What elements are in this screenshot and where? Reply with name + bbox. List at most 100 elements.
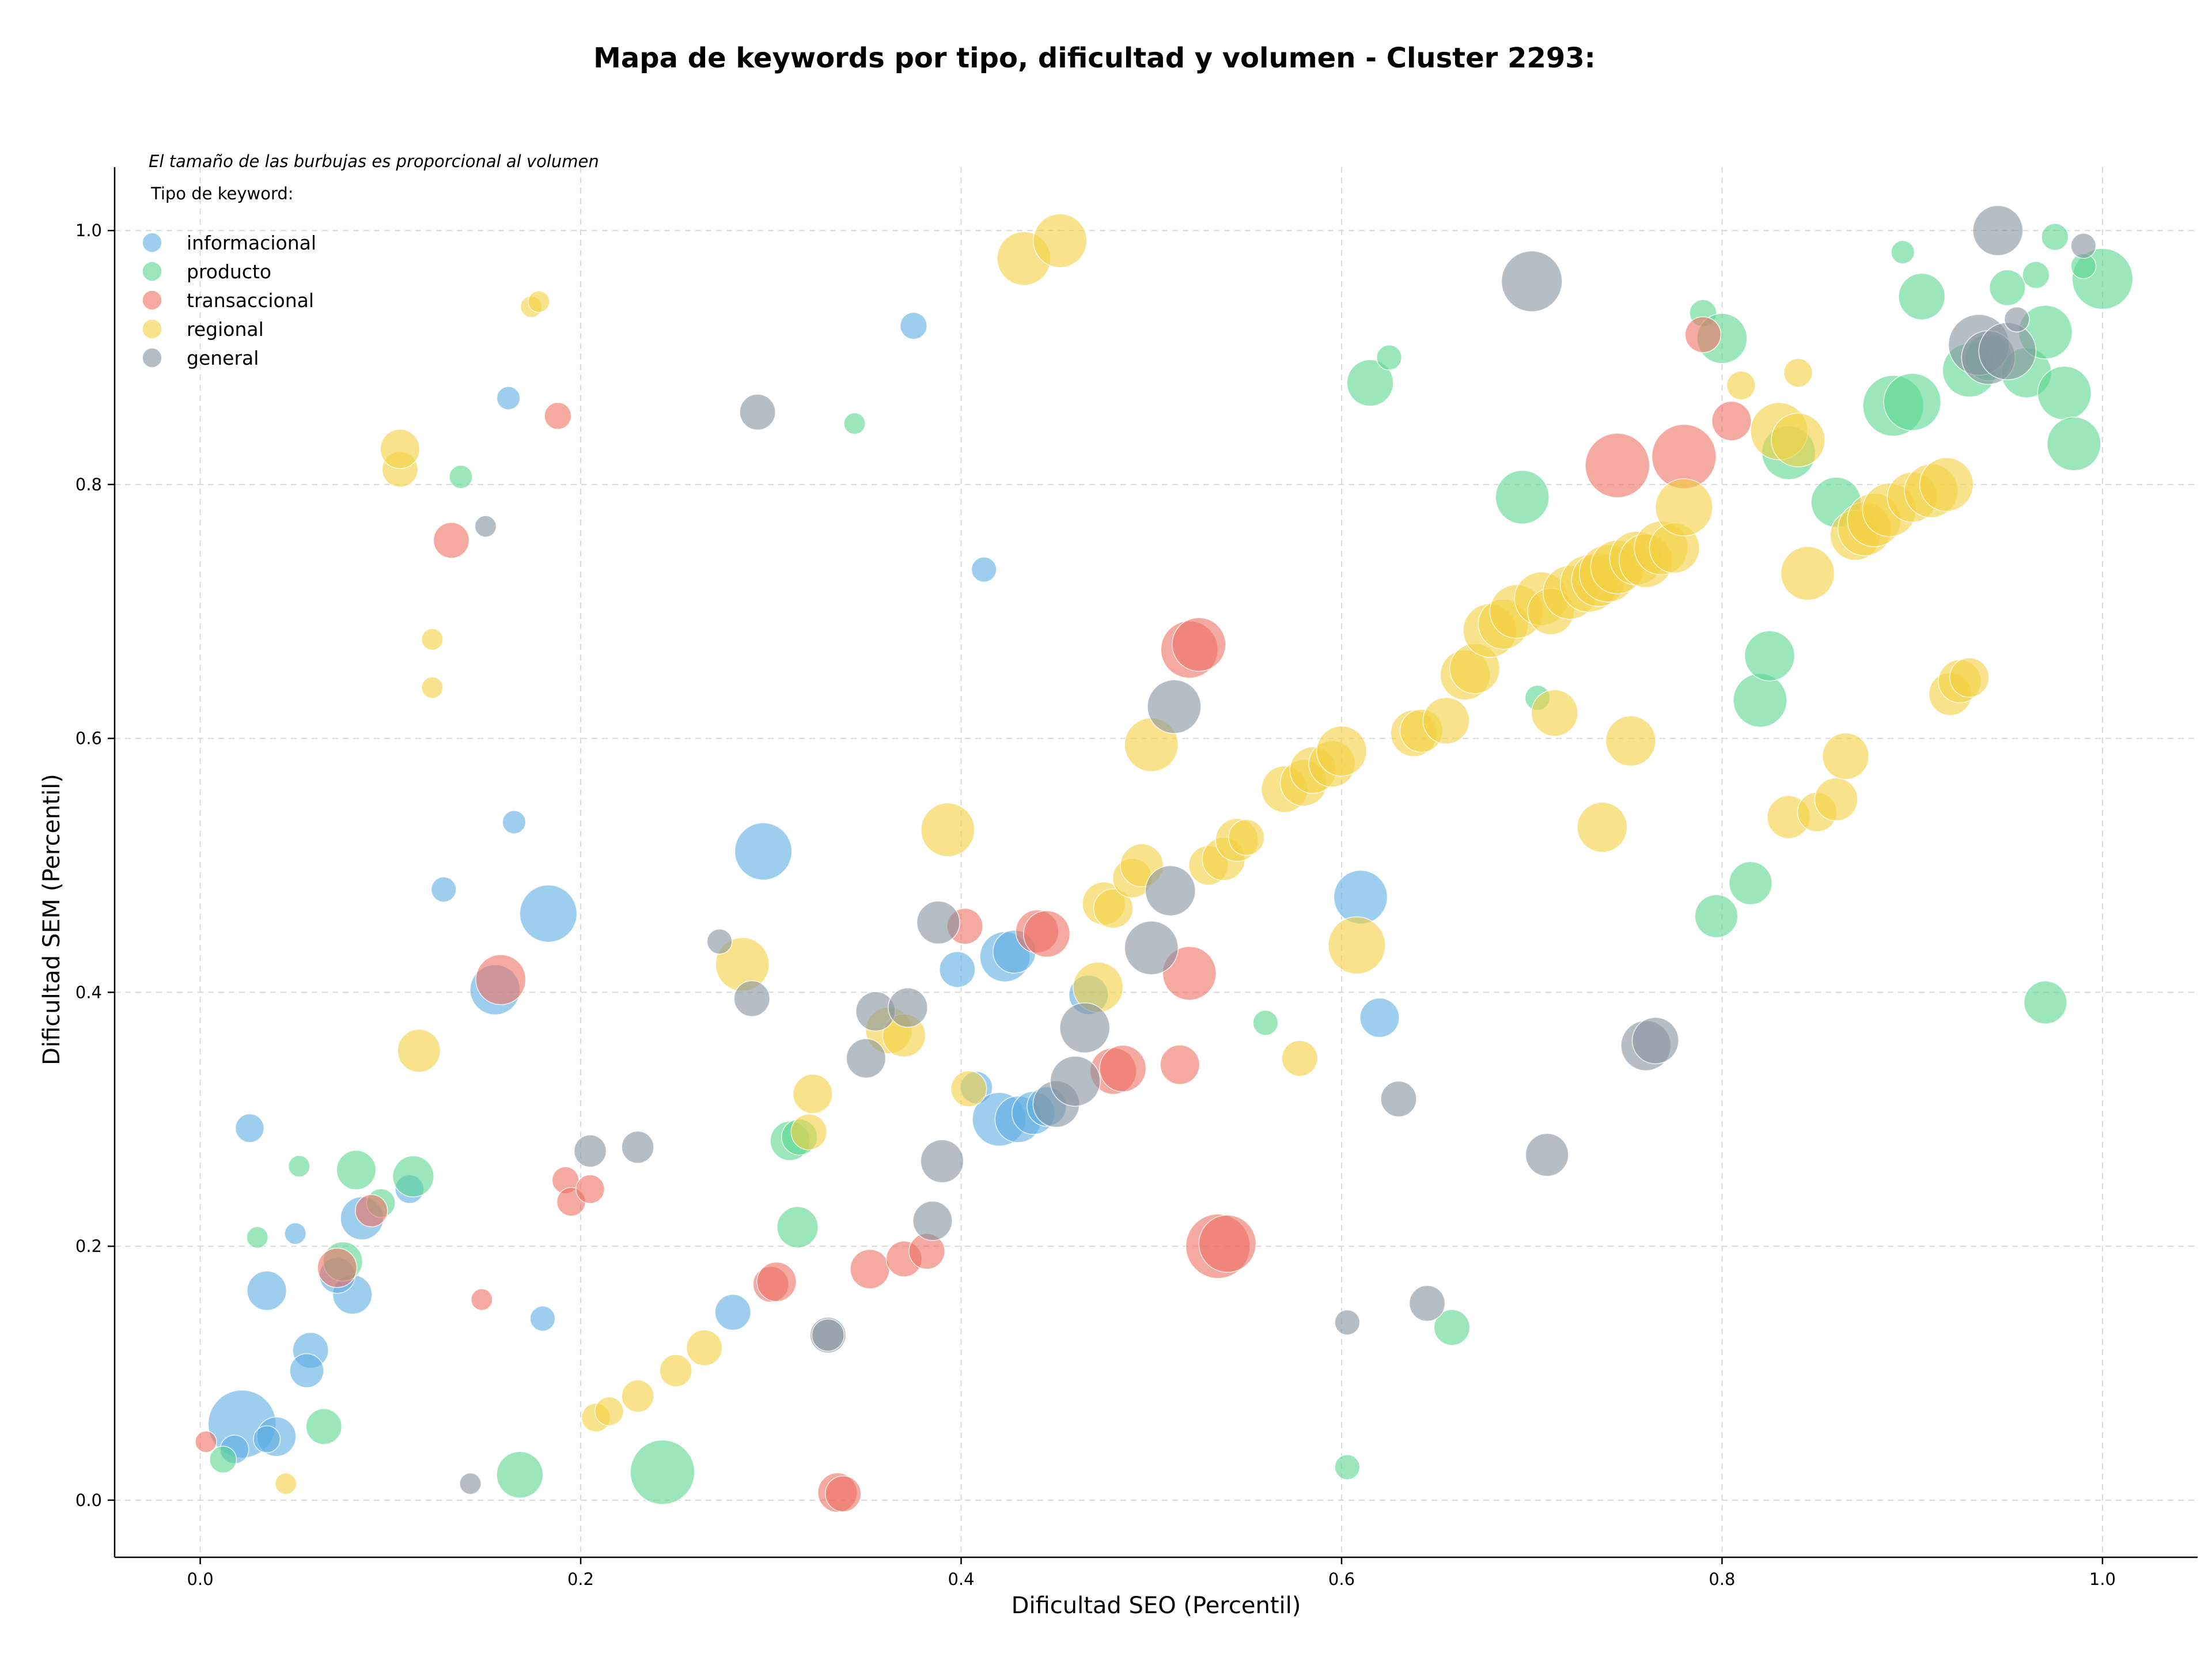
bubble-producto [1694,894,1738,939]
bubble-general [1050,1055,1101,1107]
bubble-transaccional [433,522,470,559]
legend-marker-regional [142,319,162,339]
bubble-transaccional [470,1288,493,1311]
bubble-transaccional [1198,1214,1257,1273]
bubble-general [1059,1002,1111,1054]
bubble-regional [1814,777,1858,822]
bubble-producto [1433,1309,1471,1346]
bubble-regional [921,803,975,857]
series-transaccional [195,316,1752,1513]
bubble-regional [1822,732,1870,780]
bubble-regional [621,1379,654,1413]
bubble-regional [1093,888,1134,929]
y-tick-label: 0.0 [75,1490,102,1510]
y-tick-label: 0.4 [75,982,102,1002]
bubble-general [1978,322,2037,380]
bubble-producto [305,1408,343,1445]
chart-title: Mapa de keywords por tipo, dificultad y … [593,42,1596,74]
bubble-producto [1733,673,1787,728]
bubble-producto [1495,470,1550,525]
bubble-producto [1252,1009,1279,1036]
bubble-transaccional [475,954,527,1005]
bubble-regional [659,1354,692,1387]
bubble-producto [1729,861,1772,905]
bubble-general [1147,679,1202,734]
bubble-transaccional [575,1174,605,1204]
bubble-producto [496,1451,544,1499]
bubble-general [1145,865,1196,917]
bubble-regional [1422,697,1470,744]
bubble-producto [1883,373,1942,432]
bubble-producto [2041,223,2069,251]
bubble-general [2070,233,2097,259]
bubble-regional [1783,358,1813,388]
bubble-transaccional [544,402,572,430]
bubble-transaccional [1023,910,1071,958]
bubble-transaccional [756,1261,797,1302]
bubble-general [912,1201,953,1241]
bubble-informacional [529,1306,556,1332]
legend-label-informacional: informacional [187,232,316,254]
bubble-regional [421,676,444,699]
bubble-informacional [939,951,976,988]
bubble-transaccional [1099,1045,1147,1092]
bubble-transaccional [1172,617,1226,672]
bubble-transaccional [825,1475,862,1512]
bubble-regional [528,290,550,313]
legend-marker-producto [142,261,162,282]
bubble-informacional [430,876,457,903]
y-tick-label: 0.6 [75,729,102,748]
bubble-producto [2047,417,2101,471]
bubble-general [846,1038,887,1079]
bubble-regional [1919,457,1974,512]
bubble-general [573,1134,607,1168]
series-informacional [207,312,1400,1465]
bubble-general [888,987,928,1028]
x-tick-label: 1.0 [2089,1569,2116,1589]
bubble-informacional [734,822,793,881]
grid-lines [115,167,2198,1557]
bubble-regional [1531,689,1578,737]
bubble-general [2003,306,2030,332]
x-tick-label: 0.8 [1709,1569,1735,1589]
bubble-general [1380,1080,1417,1118]
bubble-informacional [971,557,997,583]
bubble-regional [594,1397,624,1427]
bubble-transaccional [1162,946,1217,1001]
bubble-producto [1346,359,1394,407]
bubble-regional [421,628,444,651]
bubble-producto [2037,366,2092,421]
bubble-regional [274,1472,297,1495]
legend-marker-transaccional [142,290,162,311]
bubble-layer [195,205,2134,1513]
bubble-transaccional [850,1248,890,1289]
bubble-producto [1891,240,1915,264]
bubble-producto [1334,1454,1361,1480]
bubble-general [1501,250,1563,312]
bubble-regional [1316,725,1368,777]
bubble-regional [790,1114,828,1151]
bubble-transaccional [1684,316,1722,353]
bubble-producto [1898,273,1946,320]
bubble-regional [1228,819,1265,856]
bubble-informacional [253,1425,281,1454]
bubble-general [1124,920,1179,975]
bubble-producto [209,1446,237,1474]
legend-items: informacional producto transaccional region… [142,232,316,369]
bubble-general [733,980,771,1017]
bubble-producto [2023,981,2067,1024]
legend-label-general: general [187,347,259,369]
axes: 0.0 0.2 0.4 0.6 0.8 1.0 0.0 0.2 0.4 0.6 0.8 1.0 [75,167,2198,1589]
bubble-producto [1376,345,1402,370]
bubble-regional [1328,916,1386,975]
bubble-transaccional [195,1431,217,1453]
bubble-general [920,1139,964,1183]
bubble-transaccional [355,1194,388,1228]
bubble-informacional [519,884,578,943]
bubble-transaccional [1585,433,1650,498]
legend-title: Tipo de keyword: [150,184,294,203]
bubble-informacional [714,1293,751,1331]
series-producto [209,223,2134,1505]
bubble-general [621,1130,654,1164]
